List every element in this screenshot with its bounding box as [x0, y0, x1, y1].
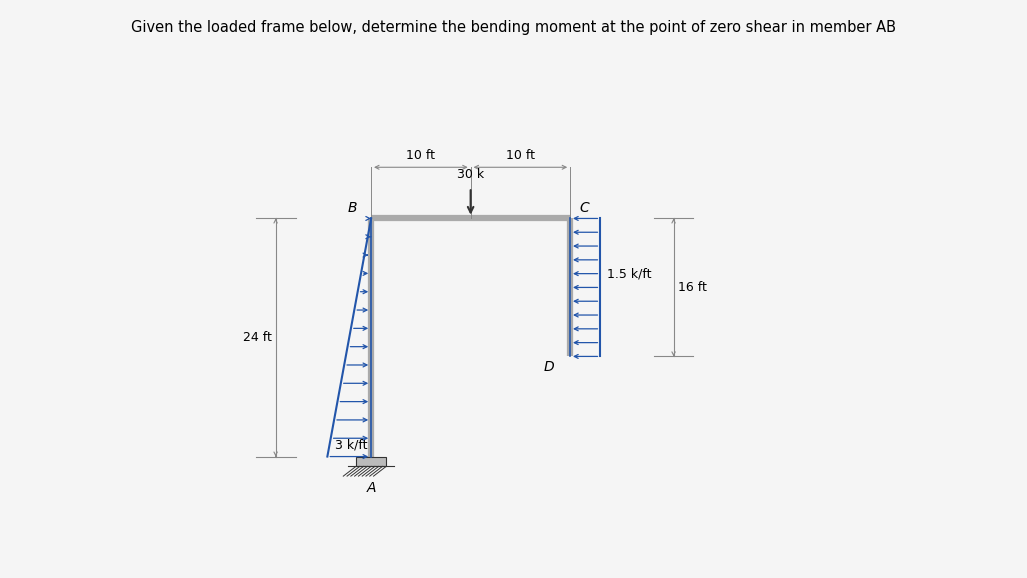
Text: 30 k: 30 k: [457, 168, 484, 180]
Bar: [356, 457, 386, 466]
Text: 10 ft: 10 ft: [506, 149, 535, 162]
Text: 3 k/ft: 3 k/ft: [336, 439, 368, 452]
Text: A: A: [367, 481, 376, 495]
Text: C: C: [579, 201, 589, 215]
Text: 1.5 k/ft: 1.5 k/ft: [607, 268, 651, 280]
Text: D: D: [543, 360, 555, 374]
Text: 10 ft: 10 ft: [407, 149, 435, 162]
Text: B: B: [347, 201, 356, 215]
Text: 16 ft: 16 ft: [678, 281, 707, 294]
Text: 24 ft: 24 ft: [242, 331, 271, 344]
Text: Given the loaded frame below, determine the bending moment at the point of zero : Given the loaded frame below, determine …: [131, 20, 896, 35]
